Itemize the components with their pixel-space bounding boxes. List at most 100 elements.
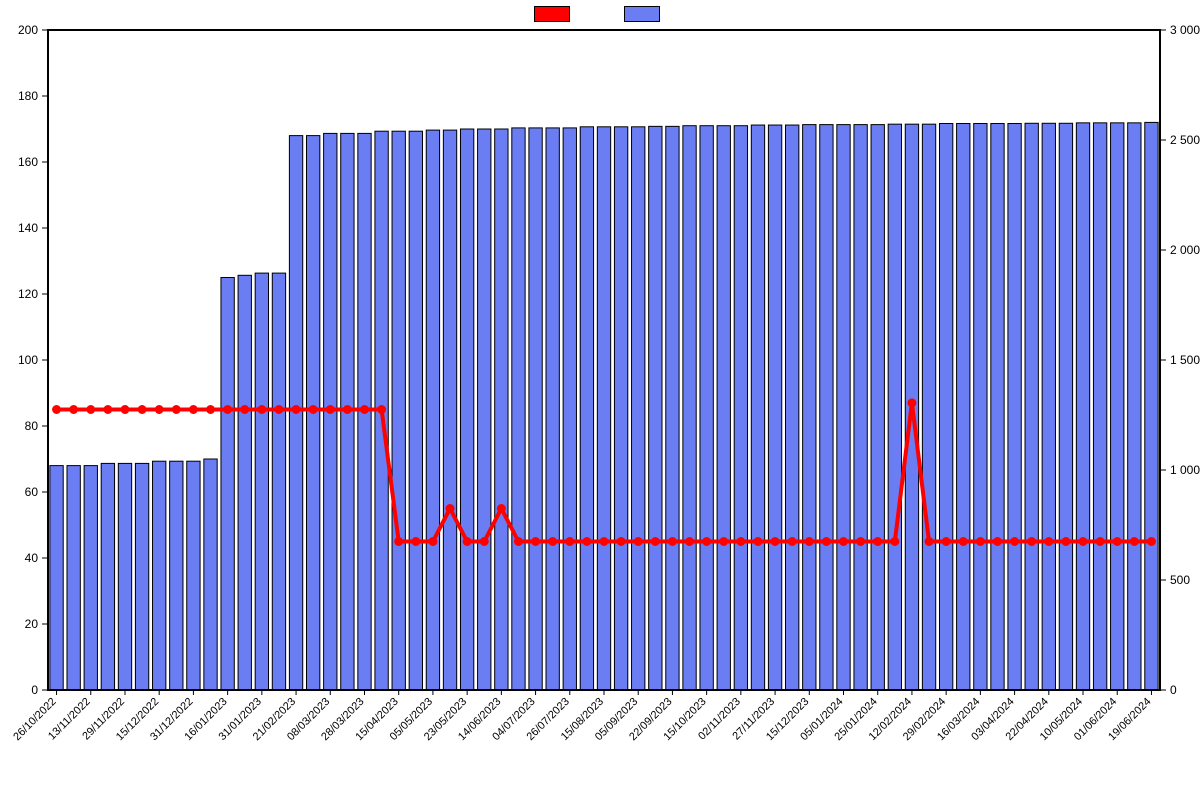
bar bbox=[1145, 122, 1158, 690]
bar bbox=[614, 127, 627, 690]
line-marker bbox=[292, 406, 300, 414]
svg-text:200: 200 bbox=[18, 23, 38, 37]
bar bbox=[717, 126, 730, 690]
svg-text:0: 0 bbox=[1170, 683, 1177, 697]
svg-text:1 000: 1 000 bbox=[1170, 463, 1200, 477]
svg-text:80: 80 bbox=[25, 419, 39, 433]
bar bbox=[683, 126, 696, 690]
line-marker bbox=[942, 538, 950, 546]
line-marker bbox=[840, 538, 848, 546]
line-marker bbox=[258, 406, 266, 414]
line-marker bbox=[497, 505, 505, 513]
chart-svg: 02040608010012014016018020005001 0001 50… bbox=[0, 0, 1200, 800]
line-marker bbox=[480, 538, 488, 546]
line-marker bbox=[326, 406, 334, 414]
line-marker bbox=[874, 538, 882, 546]
svg-text:40: 40 bbox=[25, 551, 39, 565]
svg-text:3 000: 3 000 bbox=[1170, 23, 1200, 37]
bar bbox=[101, 463, 114, 690]
bar bbox=[1008, 124, 1021, 691]
line-marker bbox=[976, 538, 984, 546]
line-marker bbox=[788, 538, 796, 546]
bar bbox=[204, 459, 217, 690]
bar bbox=[255, 273, 268, 690]
bar bbox=[238, 275, 251, 690]
bar bbox=[529, 128, 542, 690]
line-marker bbox=[1062, 538, 1070, 546]
line-marker bbox=[412, 538, 420, 546]
svg-text:180: 180 bbox=[18, 89, 38, 103]
line-marker bbox=[549, 538, 557, 546]
bar bbox=[803, 125, 816, 690]
line-marker bbox=[87, 406, 95, 414]
line-marker bbox=[360, 406, 368, 414]
line-marker bbox=[668, 538, 676, 546]
bar bbox=[580, 127, 593, 690]
bar bbox=[768, 125, 781, 690]
bar bbox=[820, 125, 833, 690]
bar bbox=[118, 463, 131, 690]
line-marker bbox=[703, 538, 711, 546]
svg-text:0: 0 bbox=[31, 683, 38, 697]
svg-text:1 500: 1 500 bbox=[1170, 353, 1200, 367]
line-marker bbox=[1113, 538, 1121, 546]
bar bbox=[1093, 123, 1106, 690]
bar bbox=[84, 466, 97, 690]
svg-text:160: 160 bbox=[18, 155, 38, 169]
bar bbox=[974, 124, 987, 691]
line-marker bbox=[275, 406, 283, 414]
bar bbox=[153, 461, 166, 690]
bar bbox=[135, 463, 148, 690]
line-marker bbox=[754, 538, 762, 546]
svg-text:2 000: 2 000 bbox=[1170, 243, 1200, 257]
svg-text:60: 60 bbox=[25, 485, 39, 499]
bar bbox=[1111, 123, 1124, 690]
bar bbox=[666, 126, 679, 690]
line-marker bbox=[651, 538, 659, 546]
chart: 02040608010012014016018020005001 0001 50… bbox=[0, 0, 1200, 800]
bar bbox=[1128, 123, 1141, 690]
bar bbox=[991, 124, 1004, 691]
bar bbox=[170, 461, 183, 690]
line-marker bbox=[429, 538, 437, 546]
line-marker bbox=[993, 538, 1001, 546]
line-marker bbox=[686, 538, 694, 546]
line-marker bbox=[224, 406, 232, 414]
bar bbox=[871, 125, 884, 690]
svg-text:120: 120 bbox=[18, 287, 38, 301]
bar bbox=[409, 131, 422, 690]
bar bbox=[649, 126, 662, 690]
line-marker bbox=[720, 538, 728, 546]
bar bbox=[443, 130, 456, 690]
bar bbox=[67, 466, 80, 690]
line-marker bbox=[395, 538, 403, 546]
line-marker bbox=[309, 406, 317, 414]
line-marker bbox=[634, 538, 642, 546]
line-marker bbox=[378, 406, 386, 414]
bar bbox=[1059, 123, 1072, 690]
bar bbox=[1076, 123, 1089, 690]
line-marker bbox=[566, 538, 574, 546]
bar bbox=[939, 124, 952, 691]
bar bbox=[460, 129, 473, 690]
bar bbox=[786, 125, 799, 690]
svg-text:2 500: 2 500 bbox=[1170, 133, 1200, 147]
bar bbox=[751, 125, 764, 690]
line-marker bbox=[1028, 538, 1036, 546]
line-marker bbox=[771, 538, 779, 546]
bar bbox=[546, 128, 559, 690]
bar bbox=[922, 124, 935, 690]
line-marker bbox=[1011, 538, 1019, 546]
line-marker bbox=[446, 505, 454, 513]
line-marker bbox=[908, 399, 916, 407]
line-marker bbox=[1096, 538, 1104, 546]
bar bbox=[597, 127, 610, 690]
bar bbox=[187, 461, 200, 690]
bar bbox=[50, 466, 63, 690]
svg-text:100: 100 bbox=[18, 353, 38, 367]
line-marker bbox=[172, 406, 180, 414]
line-marker bbox=[70, 406, 78, 414]
line-marker bbox=[583, 538, 591, 546]
line-marker bbox=[189, 406, 197, 414]
svg-text:20: 20 bbox=[25, 617, 39, 631]
